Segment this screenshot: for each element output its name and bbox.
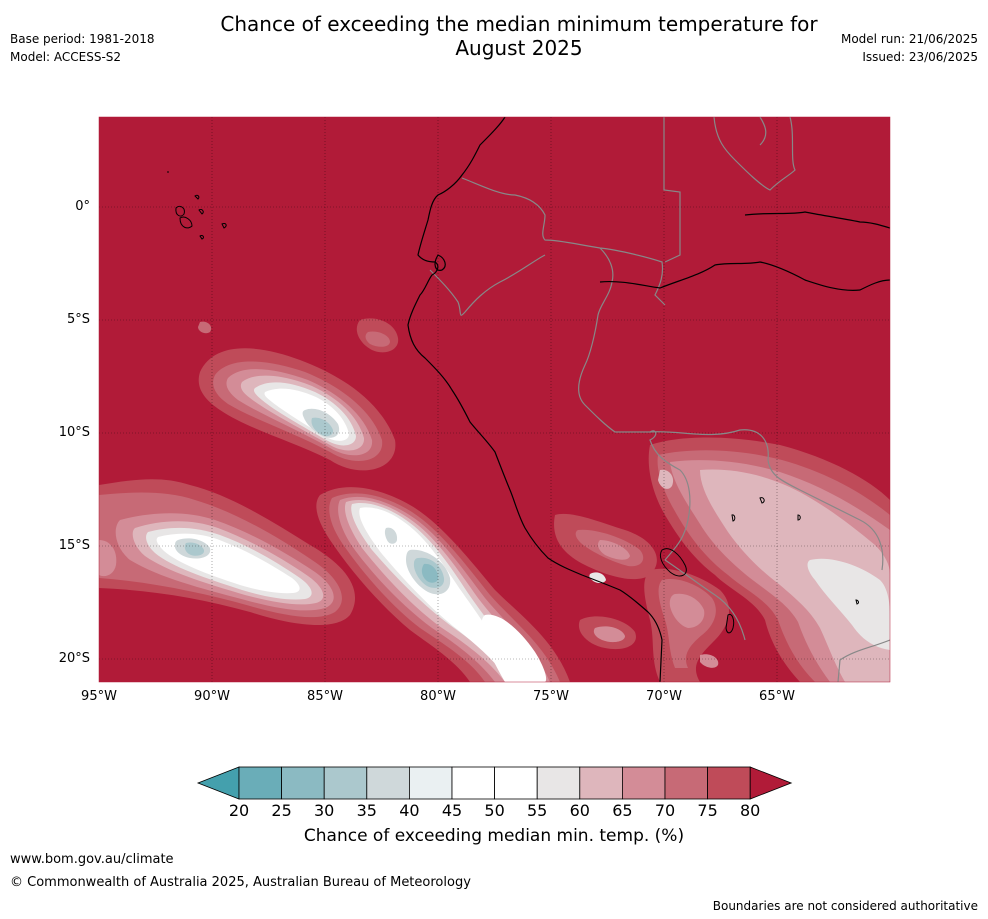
colorbar-tick-label: 30 — [314, 801, 335, 820]
lat-label-10s: 10°S — [58, 425, 90, 440]
model-name: Model: ACCESS-S2 — [10, 50, 122, 64]
colorbar-tick-label: 40 — [399, 801, 420, 820]
boundary-disclaimer: Boundaries are not considered authoritat… — [712, 899, 978, 913]
colorbar-bin — [664, 766, 708, 800]
coastlines — [407, 117, 890, 682]
colorbar-tick-label: 50 — [484, 801, 505, 820]
country-borders — [429, 117, 890, 682]
lat-label-15s: 15°S — [58, 538, 90, 553]
chart-title: Chance of exceeding the median minimum t… — [0, 12, 988, 60]
lon-label-65w: 65°W — [759, 689, 795, 704]
colorbar-bin — [323, 766, 368, 800]
colorbar-tick-label: 80 — [740, 801, 761, 820]
colorbar-tick-label: 20 — [228, 801, 250, 820]
colorbar-bin — [238, 766, 282, 800]
colorbar-tick-label: 75 — [697, 801, 718, 820]
map-frame — [98, 116, 891, 683]
colorbar-bin — [408, 766, 453, 800]
model-run: Model run: 21/06/2025 — [840, 32, 978, 46]
colorbar-bin — [536, 766, 581, 800]
colorbar-bin — [622, 766, 666, 800]
lon-label-90w: 90°W — [194, 689, 230, 704]
base-period: Base period: 1981-2018 — [10, 32, 155, 46]
meta-left: Base period: 1981-2018 Model: ACCESS-S2 — [10, 30, 155, 66]
colorbar-extend-high — [749, 766, 793, 800]
colorbar-tick-label: 55 — [527, 801, 548, 820]
lat-label-20s: 20°S — [58, 651, 90, 666]
lon-label-75w: 75°W — [533, 689, 569, 704]
title-line-2: August 2025 — [455, 36, 583, 60]
colorbar-extend-low — [196, 766, 240, 800]
lat-label-0: 0° — [75, 199, 90, 214]
graticule — [99, 117, 890, 682]
anomaly-region-southeast — [648, 437, 890, 682]
anomaly-region-central — [316, 487, 570, 682]
colorbar-bin — [366, 766, 410, 800]
colorbar-tick-label: 45 — [441, 801, 463, 820]
title-line-1: Chance of exceeding the median minimum t… — [220, 12, 818, 36]
colorbar-tick-label: 25 — [271, 801, 292, 820]
colorbar-bin — [281, 766, 325, 800]
issued-date: Issued: 23/06/2025 — [862, 50, 978, 64]
colorbar-bin — [494, 766, 538, 800]
lat-label-5s: 5°S — [66, 312, 90, 327]
colorbar-bin — [707, 766, 751, 800]
colorbar-tick-label: 60 — [569, 801, 590, 820]
lon-label-85w: 85°W — [307, 689, 343, 704]
website-link[interactable]: www.bom.gov.au/climate — [10, 852, 174, 867]
colorbar-tick-label: 65 — [612, 801, 633, 820]
map-area — [99, 117, 890, 682]
lon-label-95w: 95°W — [81, 689, 117, 704]
meta-right: Model run: 21/06/2025 Issued: 23/06/2025 — [841, 30, 978, 66]
lake-titicaca — [659, 497, 860, 634]
anomaly-region-coastal — [198, 318, 730, 682]
colorbar — [196, 766, 793, 800]
colorbar-title: Chance of exceeding median min. temp. (%… — [303, 826, 685, 846]
colorbar-tick-label: 70 — [654, 801, 676, 820]
colorbar-bin — [451, 766, 495, 800]
lon-label-80w: 80°W — [420, 689, 456, 704]
anomaly-region-northwest — [198, 348, 396, 471]
copyright-notice: © Commonwealth of Australia 2025, Austra… — [10, 875, 471, 890]
anomaly-region-west — [99, 479, 356, 626]
colorbar-tick-label: 35 — [356, 801, 377, 820]
galapagos-islands — [167, 171, 227, 240]
colorbar-bin — [579, 766, 623, 800]
lon-label-70w: 70°W — [646, 689, 682, 704]
